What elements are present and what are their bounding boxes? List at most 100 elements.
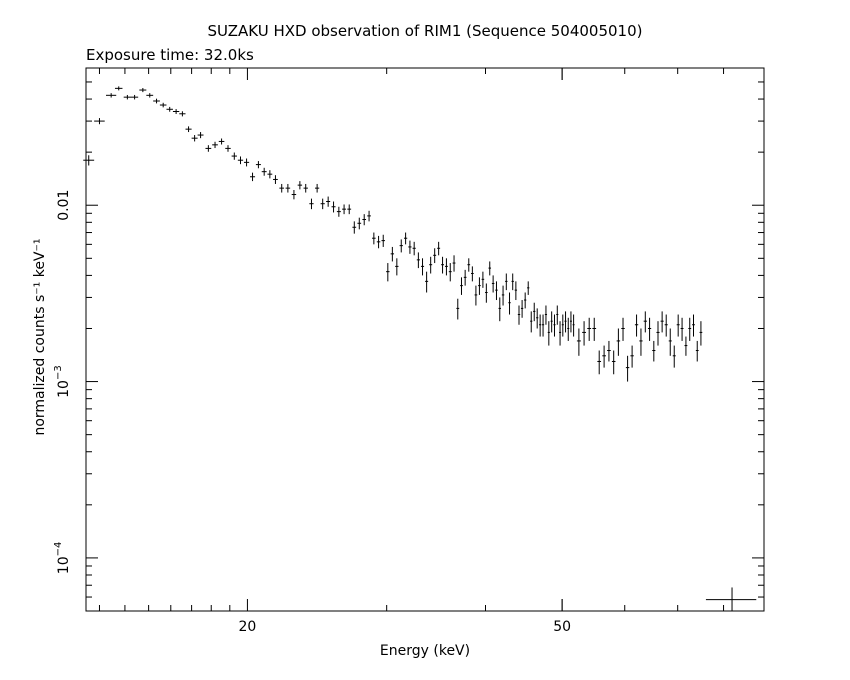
data-point	[582, 321, 587, 346]
data-point	[567, 317, 570, 341]
svg-text:0.01: 0.01	[56, 190, 72, 221]
data-point	[680, 317, 684, 341]
x-tick-label: 20	[239, 619, 257, 635]
y-tick-label: 10−4	[53, 542, 72, 575]
x-axis-label-wrap: Energy (keV)	[0, 640, 850, 659]
data-point	[553, 314, 556, 337]
data-point	[621, 317, 625, 341]
data-point	[255, 161, 261, 169]
data-point	[191, 135, 198, 142]
data-point	[309, 198, 314, 210]
data-point	[597, 350, 602, 375]
data-point	[83, 155, 95, 166]
data-point	[416, 252, 420, 269]
data-point	[474, 285, 478, 306]
data-point	[652, 340, 656, 362]
data-point	[412, 241, 416, 256]
data-point	[625, 355, 630, 382]
reference-error-cross	[705, 587, 757, 611]
y-tick-label: 10−3	[53, 365, 72, 398]
data-point	[527, 281, 530, 295]
data-point	[326, 196, 331, 207]
data-point	[172, 109, 180, 115]
data-point	[517, 305, 521, 325]
data-point	[114, 86, 123, 91]
data-point	[336, 206, 341, 217]
data-point	[530, 311, 533, 333]
data-point	[403, 232, 408, 245]
data-point	[441, 256, 445, 274]
data-point	[692, 314, 695, 337]
data-point	[547, 321, 550, 346]
data-point	[491, 275, 495, 293]
data-point	[541, 314, 545, 337]
data-point	[576, 328, 581, 356]
axis-ticks	[86, 67, 765, 612]
data-point	[656, 321, 660, 346]
data-point	[261, 167, 267, 176]
x-tick-label: 50	[553, 619, 571, 635]
data-point	[342, 204, 347, 215]
data-point	[303, 183, 308, 193]
data-point	[463, 269, 467, 286]
data-point	[153, 98, 160, 104]
data-point	[634, 314, 639, 337]
data-point	[536, 308, 539, 329]
data-point	[602, 345, 606, 368]
data-point	[501, 285, 505, 306]
data-point	[376, 235, 381, 249]
data-point	[146, 93, 154, 98]
exposure-subtitle: Exposure time: 32.0ks	[86, 46, 254, 64]
data-point	[688, 317, 692, 341]
data-point	[481, 271, 485, 288]
data-point	[647, 317, 652, 341]
data-point	[587, 317, 592, 341]
data-point	[684, 336, 688, 356]
data-point	[131, 94, 139, 100]
data-point	[676, 314, 680, 337]
data-point	[505, 273, 508, 291]
data-point	[544, 305, 548, 325]
data-point	[564, 311, 567, 333]
data-point	[159, 102, 167, 108]
data-point	[452, 255, 456, 272]
data-point	[395, 258, 399, 276]
data-point	[390, 246, 395, 262]
data-point	[511, 273, 514, 291]
data-point	[471, 266, 474, 282]
data-point	[331, 201, 336, 213]
data-point	[495, 281, 498, 301]
chart-title: SUZAKU HXD observation of RIM1 (Sequence…	[207, 22, 643, 40]
data-point	[539, 314, 542, 337]
data-point	[660, 311, 664, 333]
data-point	[320, 198, 325, 210]
data-point	[285, 183, 291, 193]
data-point	[616, 328, 621, 356]
data-point	[94, 118, 105, 125]
data-point	[533, 302, 536, 322]
data-point	[561, 314, 564, 337]
data-point	[448, 263, 452, 282]
data-point	[399, 239, 403, 253]
data-point	[279, 183, 285, 193]
data-point	[668, 328, 672, 356]
data-point	[139, 88, 147, 93]
data-point	[352, 221, 357, 234]
data-point	[467, 258, 471, 272]
data-point	[672, 345, 676, 368]
data-point	[273, 175, 278, 184]
data-point	[367, 210, 371, 222]
y-axis-label: normalized counts s⁻¹ keV⁻¹	[32, 238, 48, 436]
data-point	[460, 277, 463, 295]
data-point	[433, 248, 437, 264]
data-point	[386, 263, 390, 282]
data-point	[291, 189, 297, 200]
data-point	[237, 156, 244, 165]
x-axis-label: Energy (keV)	[379, 643, 471, 659]
data-point	[437, 241, 441, 256]
data-point	[639, 328, 643, 356]
data-point	[372, 232, 376, 245]
data-points	[83, 86, 703, 382]
data-point	[249, 172, 256, 182]
data-point	[572, 314, 575, 337]
